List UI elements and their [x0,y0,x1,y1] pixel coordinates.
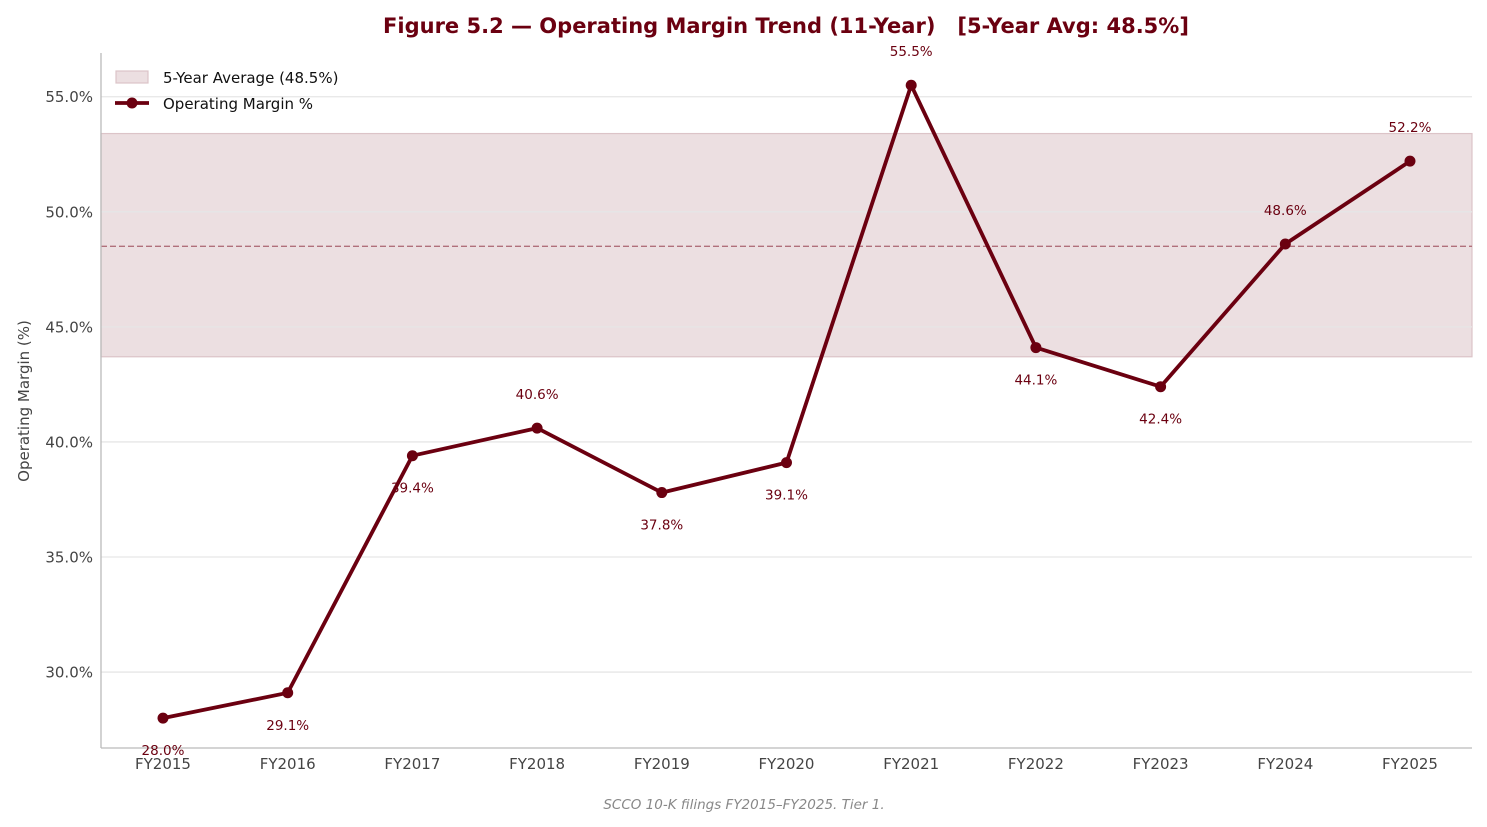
legend-band-swatch [115,70,149,84]
data-point [406,450,418,462]
legend-marker-swatch [126,97,138,109]
data-point [531,422,543,434]
data-label: 39.4% [391,481,434,497]
x-tick-label: FY2019 [634,755,690,773]
y-tick-label: 35.0% [45,548,93,566]
data-label: 42.4% [1139,412,1182,428]
x-tick-label: FY2018 [509,755,565,773]
legend-label-series: Operating Margin % [163,95,313,113]
data-point [781,457,792,469]
x-tick-label: FY2016 [260,755,316,773]
y-tick-label: 55.0% [45,88,93,106]
data-point [656,487,668,499]
data-point [905,79,917,91]
x-tick-label: FY2021 [883,755,939,773]
grid-layer: 30.0% 35.0% 40.0% 45.0% 50.0% 55.0% [45,88,1472,682]
data-label: 55.5% [890,44,933,60]
data-label: 44.1% [1014,373,1057,389]
x-tick-label: FY2022 [1008,755,1064,773]
data-label: 37.8% [640,518,683,534]
y-tick-label: 40.0% [45,433,93,451]
average-band-layer [100,132,1473,358]
x-tick-label: FY2015 [135,755,191,773]
x-tick-label: FY2024 [1257,755,1313,773]
x-tick-label: FY2020 [759,755,815,773]
data-label: 40.6% [516,387,559,403]
data-point [1279,238,1291,250]
x-tick-label: FY2017 [384,755,440,773]
legend: 5-Year Average (48.5%) Operating Margin … [115,69,338,113]
series-layer [157,79,1416,724]
data-point [157,712,169,724]
data-point [282,687,294,699]
data-point [1030,342,1042,354]
y-tick-label: 50.0% [45,203,93,221]
data-point [1155,381,1167,393]
data-label: 52.2% [1389,120,1432,136]
chart-title: Figure 5.2 — Operating Margin Trend (11-… [383,14,1189,38]
data-label: 39.1% [765,488,808,504]
y-tick-label: 45.0% [45,318,93,336]
data-point [1404,155,1416,167]
average-band [100,132,1473,358]
y-axis-label: Operating Margin (%) [15,320,33,482]
data-label: 28.0% [142,743,185,759]
data-label: 29.1% [266,718,309,734]
source-note: SCCO 10-K filings FY2015–FY2025. Tier 1. [603,797,884,813]
data-label: 48.6% [1264,203,1307,219]
y-tick-label: 30.0% [45,664,93,682]
x-tick-label: FY2025 [1382,755,1438,773]
x-tick-label: FY2023 [1133,755,1189,773]
legend-label-band: 5-Year Average (48.5%) [163,69,338,87]
data-label-layer: 28.0% 29.1% 39.4% 40.6% 37.8% 39.1% 55.5% 44.1%… [142,44,1432,759]
axis-layer: FY2015 FY2016 FY2017 FY2018 FY2019 FY2020 FY20… [100,53,1472,773]
